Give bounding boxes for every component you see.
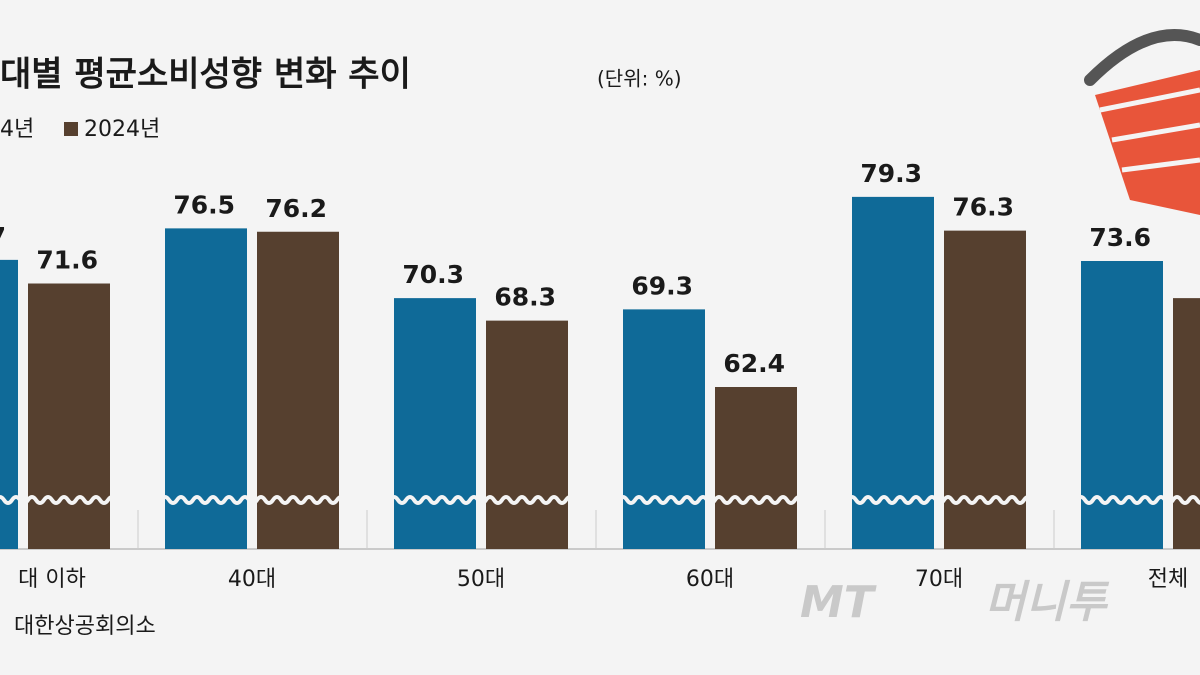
x-tick-label: 60대 [686,567,734,592]
x-tick-label: 40대 [228,567,276,592]
value-label: 68.3 [494,283,556,312]
bar [28,283,110,549]
unit-note: (단위: %) [597,67,682,91]
legend-swatch [64,122,78,136]
basket-illustration [1084,29,1200,215]
x-tick-label: 50대 [457,567,505,592]
bar [1081,261,1163,549]
value-label: 79.3 [860,159,922,188]
bar [852,196,934,549]
x-tick-label: 전체 [1148,567,1188,592]
watermark: MT [800,577,877,628]
legend-label: 4년 [0,117,34,142]
bar [623,309,705,549]
watermark: 머니투 [985,577,1110,628]
value-label: 76.5 [173,190,235,219]
value-label: 62.4 [723,349,785,378]
axis-break [159,495,355,505]
axis-break [388,495,584,505]
axis-break [846,495,1042,505]
source: 대한상공회의소 [14,614,156,639]
value-label: 7 [0,222,6,251]
bar [394,298,476,549]
bar [715,387,797,549]
axis-break [617,495,813,505]
chart-title: 대별 평균소비성향 변화 추이 [0,55,411,95]
value-label: 69.3 [631,271,693,300]
bar [1173,298,1200,549]
x-tick-label: 70대 [915,567,963,592]
value-label: 73.6 [1089,223,1151,252]
value-label: 76.3 [952,193,1014,222]
value-label: 76.2 [265,194,327,223]
axis-break [0,495,126,505]
bar [165,228,247,549]
legend-label: 2024년 [84,117,160,142]
value-label: 70.3 [402,260,464,289]
x-tick-label: 대 이하 [18,567,86,592]
axis-break [1075,495,1200,505]
bar [0,259,18,549]
value-label: 71.6 [36,246,98,275]
bar [486,320,568,549]
